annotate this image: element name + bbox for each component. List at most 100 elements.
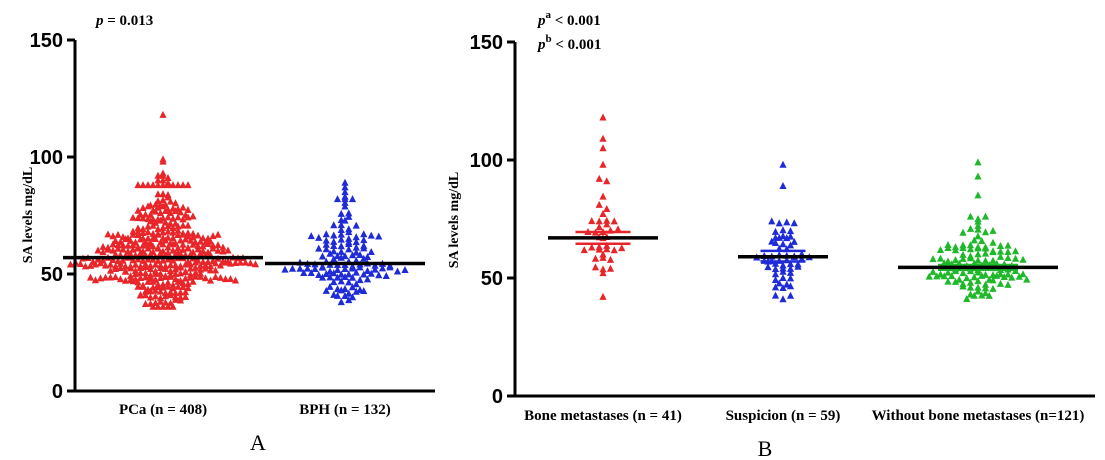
- data-point: [139, 181, 147, 189]
- data-point: [989, 256, 997, 264]
- data-point: [204, 234, 212, 242]
- data-point: [341, 183, 349, 191]
- data-point: [141, 210, 150, 218]
- y-tick-label: 150: [470, 32, 503, 54]
- data-point: [614, 225, 622, 233]
- data-point: [974, 191, 982, 199]
- data-point: [326, 249, 334, 257]
- data-point: [136, 290, 145, 298]
- data-point: [126, 275, 135, 283]
- data-point: [176, 276, 185, 284]
- data-point: [164, 190, 172, 198]
- data-point: [214, 241, 222, 249]
- panel-b-category-label-bone: Bone metastases (n = 41): [524, 408, 682, 424]
- data-point: [179, 283, 187, 291]
- data-point: [161, 218, 170, 226]
- data-point: [775, 219, 783, 227]
- panel-a-category-label-pca: PCa (n = 408): [119, 402, 207, 418]
- data-point: [595, 200, 603, 208]
- data-point: [771, 265, 780, 273]
- data-point: [154, 171, 162, 179]
- data-point: [136, 273, 145, 281]
- panel-a-y-label: SA levels mg/dL: [21, 167, 36, 263]
- data-point: [169, 234, 177, 242]
- data-point: [333, 195, 342, 203]
- data-point: [330, 231, 338, 239]
- data-point: [985, 291, 993, 299]
- data-point: [322, 270, 330, 278]
- data-point: [981, 249, 990, 257]
- data-point: [974, 225, 982, 233]
- data-point: [144, 244, 152, 252]
- data-point: [159, 190, 167, 198]
- data-point: [966, 252, 975, 260]
- data-point: [119, 233, 127, 241]
- data-point: [151, 292, 160, 300]
- data-point: [337, 242, 345, 250]
- data-point: [224, 246, 232, 254]
- data-point: [181, 292, 190, 300]
- data-point: [599, 269, 607, 277]
- data-point: [786, 268, 795, 276]
- data-point: [944, 257, 952, 265]
- data-point: [337, 221, 345, 229]
- data-point: [959, 280, 967, 288]
- data-point: [603, 204, 611, 212]
- data-point: [981, 212, 990, 220]
- data-point: [161, 298, 170, 306]
- data-point: [989, 247, 997, 255]
- data-point: [348, 293, 357, 301]
- data-point: [121, 267, 130, 275]
- panel-b-y-label: SA levels mg/dL: [447, 172, 462, 268]
- data-point: [154, 243, 162, 251]
- data-point: [996, 247, 1005, 255]
- data-point: [790, 219, 798, 227]
- data-point: [1004, 241, 1012, 249]
- data-point: [1000, 273, 1008, 281]
- data-point: [360, 270, 368, 278]
- data-point: [159, 169, 167, 177]
- data-point: [337, 270, 345, 278]
- data-point: [109, 246, 117, 254]
- data-point: [111, 250, 120, 258]
- data-point: [99, 256, 107, 264]
- data-point: [166, 239, 175, 247]
- data-point: [144, 228, 152, 236]
- panel-b: 0 50 100 150 SA levels mg/dL pa < 0.001 pb …: [447, 9, 1095, 460]
- data-point: [136, 262, 145, 270]
- data-point: [348, 283, 357, 291]
- data-point: [151, 267, 160, 275]
- data-point: [114, 257, 122, 265]
- data-point: [779, 181, 787, 189]
- y-tick-label: 0: [52, 381, 63, 403]
- data-point: [951, 256, 960, 264]
- data-point: [985, 275, 993, 283]
- data-point: [194, 242, 202, 250]
- data-point: [610, 246, 618, 254]
- data-point: [341, 273, 349, 281]
- data-point: [307, 268, 315, 276]
- data-point: [363, 275, 372, 283]
- data-point: [106, 260, 115, 268]
- data-point: [184, 258, 192, 266]
- data-point: [179, 203, 187, 211]
- data-point: [951, 277, 960, 285]
- data-point: [136, 210, 145, 218]
- data-point: [66, 260, 75, 268]
- data-point: [111, 262, 120, 270]
- data-point: [989, 284, 997, 292]
- panel-b-p-value-b: pb < 0.001: [536, 33, 601, 53]
- data-point: [348, 262, 357, 270]
- data-point: [164, 227, 172, 235]
- data-point: [974, 250, 982, 258]
- data-point: [86, 273, 95, 281]
- data-point: [186, 270, 195, 278]
- data-point: [1019, 270, 1027, 278]
- data-point: [149, 181, 157, 189]
- data-point: [345, 245, 353, 253]
- data-point: [925, 272, 933, 280]
- panel-b-y-ticks: 0 50 100 150: [470, 32, 515, 408]
- data-point: [599, 192, 607, 200]
- data-point: [330, 221, 338, 229]
- data-point: [121, 276, 130, 284]
